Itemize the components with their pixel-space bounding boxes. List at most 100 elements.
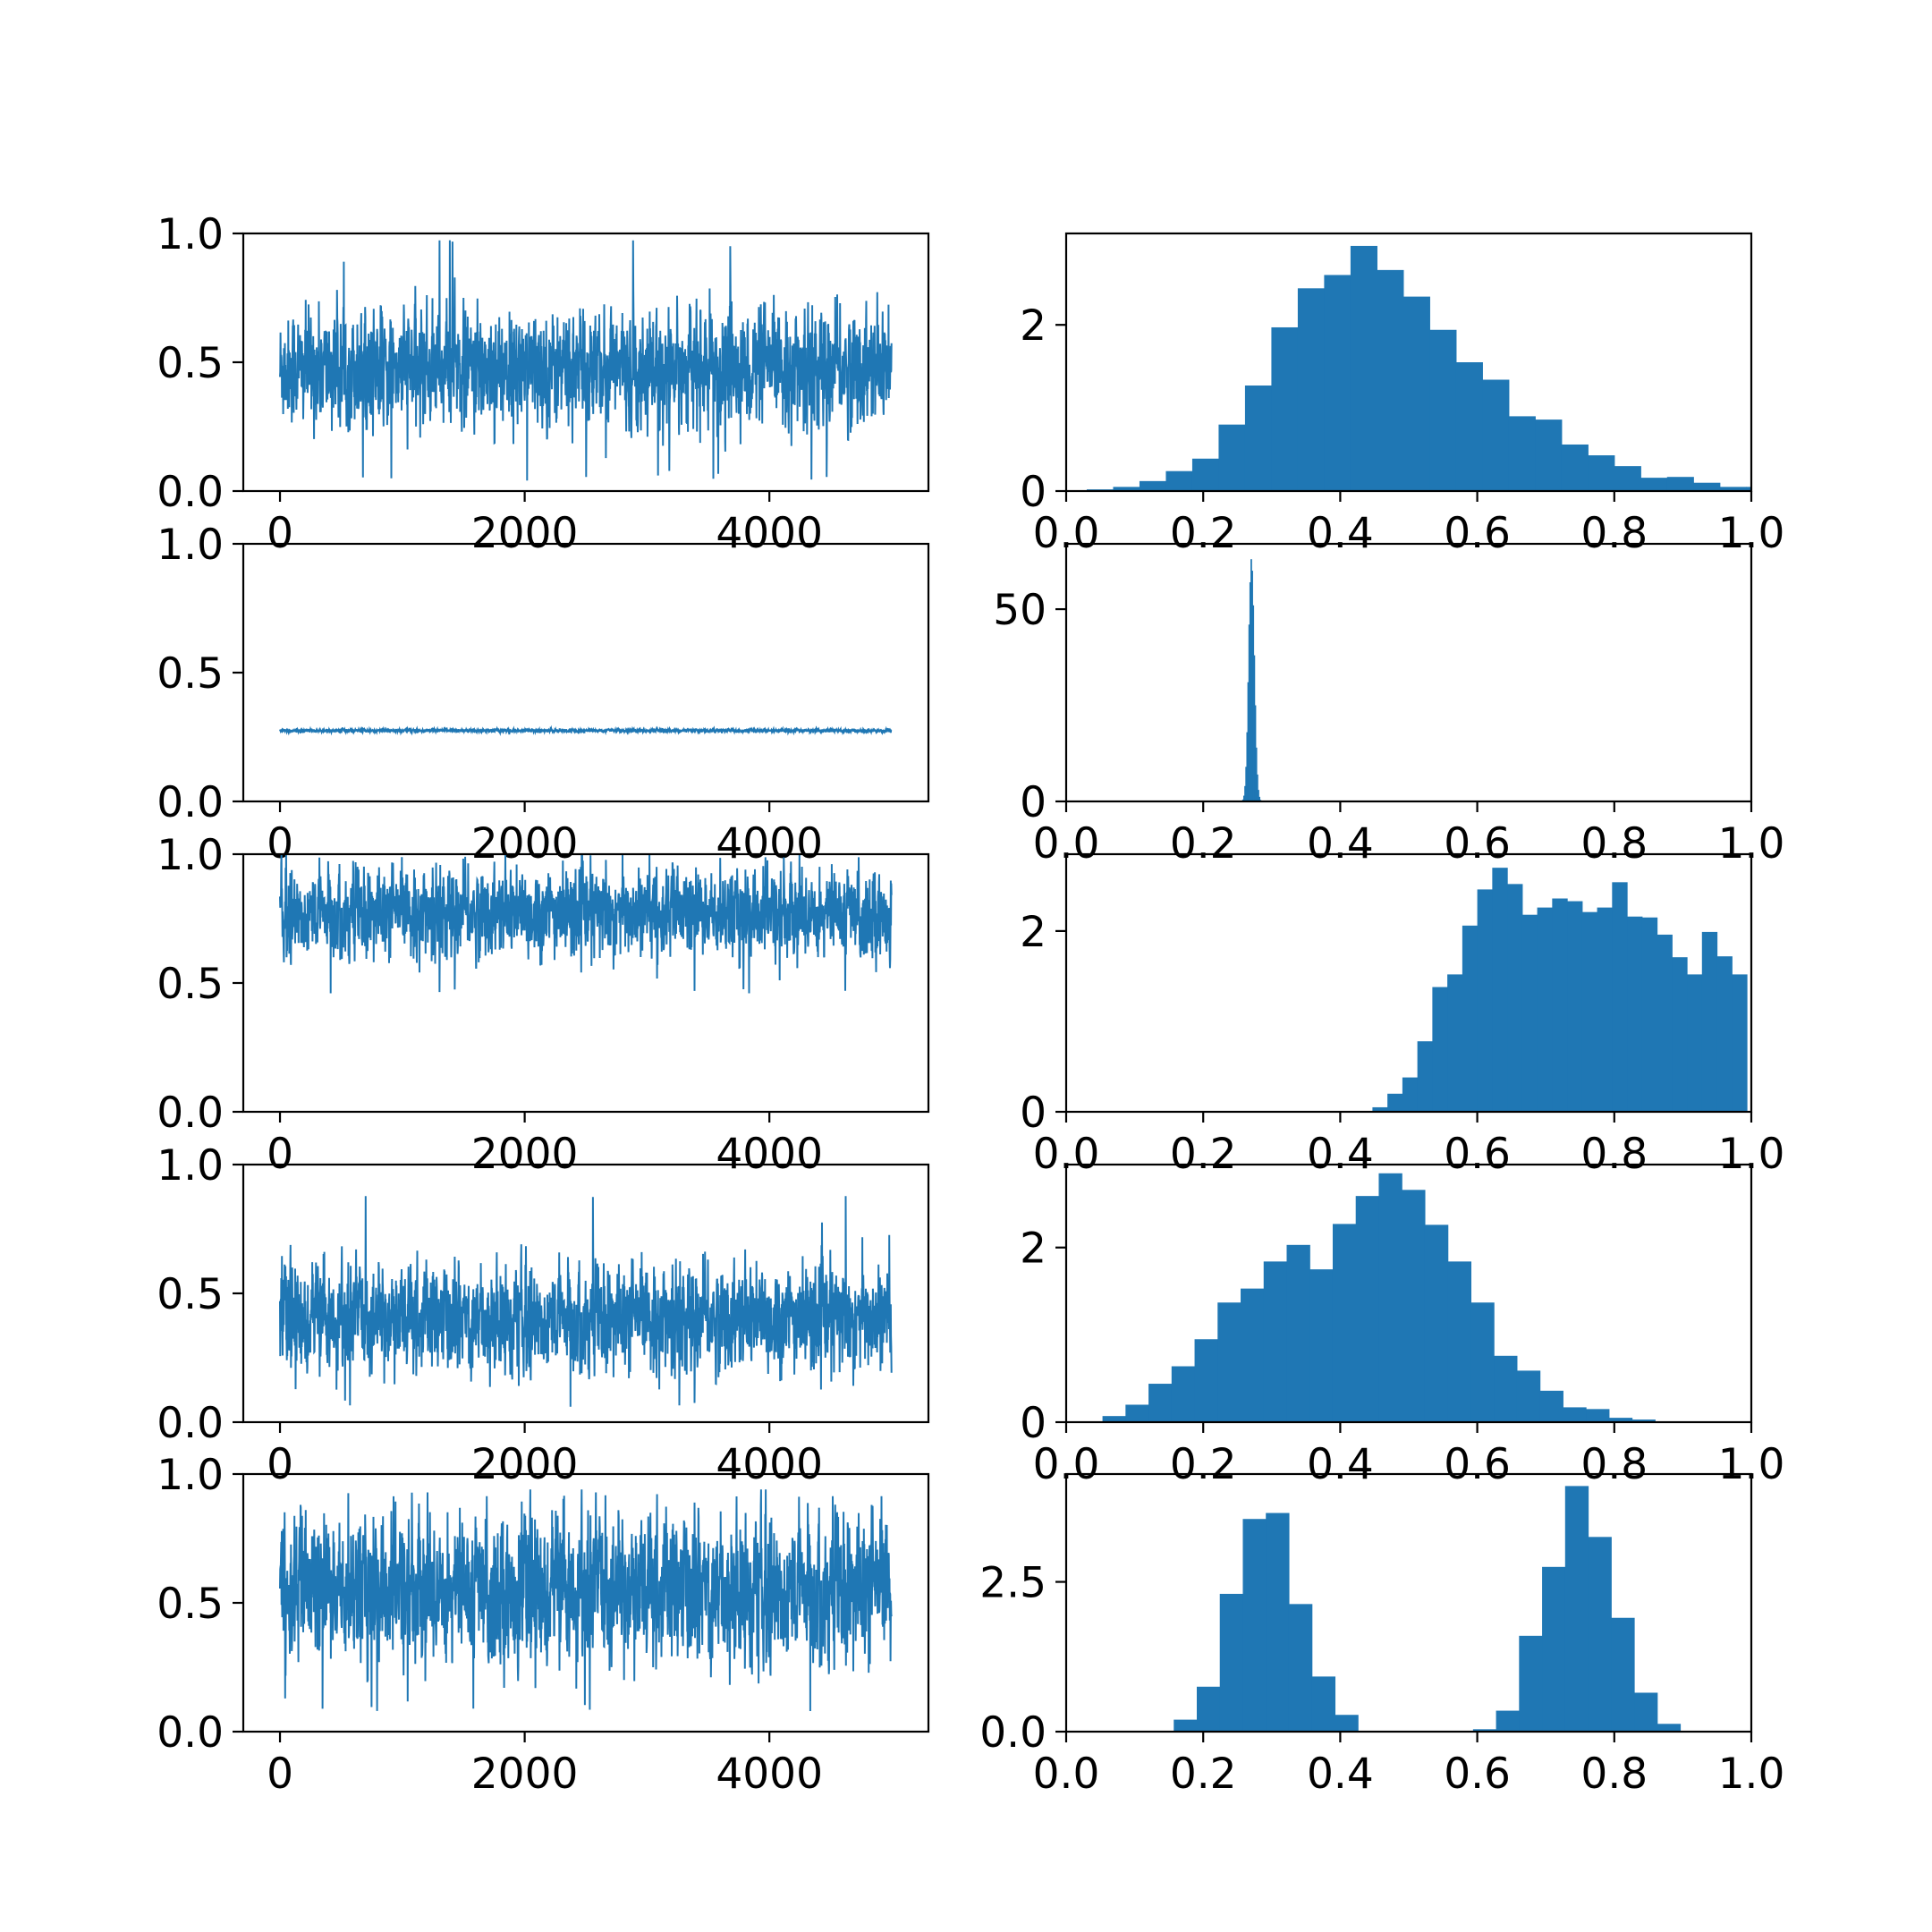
hist-5-bar-1 xyxy=(1196,1686,1221,1732)
hist-3-xtick-label-2: 0.4 xyxy=(1307,1130,1374,1179)
hist-4-bar-15 xyxy=(1447,1261,1471,1422)
trace-5-xtick-label-0: 0 xyxy=(267,1750,293,1799)
hist-5-bar-3 xyxy=(1242,1519,1267,1732)
hist-1-bar-4 xyxy=(1191,458,1220,491)
hist-3-bar-12 xyxy=(1552,898,1568,1112)
hist-2-bar-12 xyxy=(1254,705,1257,801)
hist-5-bar-18 xyxy=(1588,1537,1612,1732)
hist-3-bar-7 xyxy=(1477,889,1493,1112)
hist-3-bar-9 xyxy=(1507,884,1523,1112)
hist-5-plot-area xyxy=(1174,1486,1682,1732)
trace-2-ytick-label-0: 0.0 xyxy=(157,778,224,827)
hist-5-bar-19 xyxy=(1611,1617,1635,1732)
trace-4-xtick-label-1: 2000 xyxy=(471,1440,579,1489)
hist-2-xtick-label-3: 0.6 xyxy=(1444,819,1511,869)
hist-5-bar-13 xyxy=(1472,1729,1497,1732)
hist-2-frame xyxy=(1064,542,1753,803)
hist-1-bar-2 xyxy=(1139,480,1167,491)
hist-5-xtick-label-5: 1.0 xyxy=(1718,1750,1785,1799)
trace-2-xtick-label-2: 4000 xyxy=(716,819,823,869)
trace-2-series-line xyxy=(279,724,893,737)
trace-4-series-line xyxy=(279,1196,893,1407)
hist-5-bar-7 xyxy=(1335,1715,1359,1732)
hist-2-ytick-label-1: 50 xyxy=(993,586,1046,635)
hist-4-bar-2 xyxy=(1148,1384,1173,1422)
hist-3-bar-21 xyxy=(1687,974,1703,1112)
hist-3-bar-24 xyxy=(1732,974,1748,1112)
trace-4-ytick-label-2: 1.0 xyxy=(157,1141,224,1191)
hist-2-ytick-label-0: 0 xyxy=(1020,778,1046,827)
hist-3-bar-11 xyxy=(1537,907,1553,1112)
hist-3-bar-23 xyxy=(1716,956,1733,1112)
trace-5-xtick-label-2: 4000 xyxy=(716,1750,823,1799)
hist-4-xtick-label-3: 0.6 xyxy=(1444,1440,1511,1489)
hist-5-bar-20 xyxy=(1634,1692,1658,1732)
hist-1-bar-15 xyxy=(1482,379,1510,491)
hist-1-bar-17 xyxy=(1535,419,1563,491)
hist-1-bar-24 xyxy=(1719,487,1747,491)
hist-5-ytick-label-1: 2.5 xyxy=(979,1559,1046,1608)
hist-3-ytick-label-1: 2 xyxy=(1020,908,1046,957)
hist-3-bar-15 xyxy=(1597,907,1613,1112)
hist-4-bar-14 xyxy=(1424,1224,1449,1422)
trace-4-panel: 0 2000 4000 0.0 0.5 1.0 xyxy=(157,1141,930,1489)
hist-3-bar-22 xyxy=(1701,931,1718,1112)
hist-4-bar-18 xyxy=(1516,1370,1541,1422)
hist-3-bar-10 xyxy=(1521,914,1538,1112)
hist-2-bar-6 xyxy=(1248,624,1250,801)
hist-3-bar-6 xyxy=(1462,925,1479,1112)
hist-3-bar-0 xyxy=(1372,1106,1388,1112)
hist-5-xtick-label-0: 0.0 xyxy=(1033,1750,1100,1799)
hist-2-xtick-label-4: 0.8 xyxy=(1580,819,1648,869)
hist-1-xtick-label-3: 0.6 xyxy=(1444,509,1511,558)
hist-1-bar-21 xyxy=(1640,478,1668,491)
hist-3-plot-area xyxy=(1372,868,1748,1112)
trace-3-ytick-label-0: 0.0 xyxy=(157,1089,224,1138)
trace-4-ytick-label-0: 0.0 xyxy=(157,1399,224,1448)
hist-4-ytick-label-0: 0 xyxy=(1020,1399,1046,1448)
hist-3-bar-8 xyxy=(1492,868,1508,1112)
hist-4-bar-13 xyxy=(1402,1190,1426,1422)
hist-4-bar-21 xyxy=(1586,1409,1610,1422)
hist-2-bar-15 xyxy=(1258,790,1259,801)
hist-2-bar-16 xyxy=(1258,796,1260,801)
trace-3-xtick-label-1: 2000 xyxy=(471,1130,579,1179)
hist-5-bar-16 xyxy=(1542,1566,1566,1732)
hist-5-xtick-label-1: 0.2 xyxy=(1170,1750,1237,1799)
hist-2-plot-area xyxy=(1241,559,1262,801)
hist-1-bar-23 xyxy=(1693,482,1721,491)
hist-3-bar-17 xyxy=(1627,916,1643,1112)
hist-4-bar-19 xyxy=(1539,1390,1563,1422)
hist-5-frame xyxy=(1064,1472,1753,1733)
hist-5-xtick-label-4: 0.8 xyxy=(1580,1750,1648,1799)
hist-2-bar-8 xyxy=(1250,559,1252,801)
hist-4-bar-5 xyxy=(1217,1302,1241,1422)
trace-5-ytick-label-1: 0.5 xyxy=(157,1580,224,1629)
trace-5-frame xyxy=(242,1472,930,1733)
trace-5-panel: 0 2000 4000 0.0 0.5 1.0 xyxy=(157,1451,930,1799)
hist-2-bar-9 xyxy=(1251,571,1253,801)
hist-5-bar-15 xyxy=(1519,1635,1543,1732)
hist-5-bar-14 xyxy=(1496,1710,1520,1732)
trace-3-xtick-label-2: 4000 xyxy=(716,1130,823,1179)
hist-4-xtick-label-2: 0.4 xyxy=(1307,1440,1374,1489)
hist-3-xtick-label-3: 0.6 xyxy=(1444,1130,1511,1179)
trace-2-plot-area xyxy=(279,724,893,737)
hist-1-xtick-label-1: 0.2 xyxy=(1170,509,1237,558)
hist-2-bar-4 xyxy=(1246,732,1249,801)
trace-1-xtick-label-2: 4000 xyxy=(716,509,823,558)
hist-1-panel: 0.0 0.2 0.4 0.6 0.8 1.002 xyxy=(1020,232,1784,558)
trace-1-plot-area xyxy=(279,240,893,481)
hist-1-plot-area xyxy=(1086,245,1751,491)
trace-1-series-line xyxy=(279,240,893,481)
hist-3-panel: 0.0 0.2 0.4 0.6 0.8 1.002 xyxy=(1020,852,1784,1179)
trace-4-plot-area xyxy=(279,1196,893,1407)
trace-3-frame xyxy=(242,852,930,1114)
hist-5-ytick-label-0: 0.0 xyxy=(979,1708,1046,1758)
trace-2-frame xyxy=(242,542,930,803)
hist-4-xtick-label-4: 0.8 xyxy=(1580,1440,1648,1489)
hist-4-bar-4 xyxy=(1194,1339,1218,1422)
hist-3-ytick-label-0: 0 xyxy=(1020,1089,1046,1138)
hist-4-ytick-label-1: 2 xyxy=(1020,1224,1046,1274)
hist-4-bar-0 xyxy=(1102,1416,1126,1422)
